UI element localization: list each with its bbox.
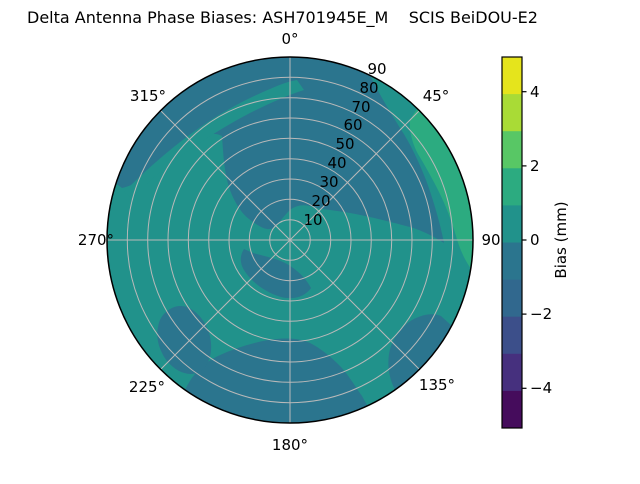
angular-tick-label: 0° [281,30,298,48]
radial-tick-label: 90 [367,60,386,78]
contour-region-north-cap [116,57,444,243]
angular-tick-label: 135° [419,376,455,394]
radial-tick-label: 10 [303,211,322,229]
colorbar-band [502,353,522,392]
angular-tick-label: 45° [423,87,450,105]
radial-tick-label: 50 [335,135,354,153]
colorbar-band [502,279,522,318]
angular-tick-label: 180° [272,436,308,454]
polar-grid [107,57,473,423]
radial-tick-label: 20 [311,192,330,210]
colorbar-tick-label: 0 [530,231,540,249]
colorbar-band [502,242,522,280]
colorbar-ticks [522,91,527,389]
contour-region-sw-blob [157,305,212,374]
contour-region-south-rim [185,338,368,423]
radial-tick-label: 60 [343,116,362,134]
contour-region-center-crescent [240,249,311,299]
radial-tick-label: 70 [351,98,370,116]
colorbar-tick-label: 2 [530,157,540,175]
angular-tick-label: 225° [129,378,165,396]
radial-tick-label: 30 [319,173,338,191]
colorbar-band [502,94,522,132]
angular-tick-label: 270° [78,231,114,249]
contour-region-se-blob [388,314,452,390]
colorbar: 4 2 0 −2 −4 Bias (mm) [501,56,570,429]
radial-tick-label: 80 [359,79,378,97]
colorbar-tick-label: −2 [530,305,552,323]
chart-title: Delta Antenna Phase Biases: ASH701945E_M… [27,8,538,28]
angular-tick-label: 90 [481,231,500,249]
colorbar-tick-labels: 4 2 0 −2 −4 [530,83,552,397]
colorbar-band [502,205,522,243]
colorbar-tick-label: 4 [530,83,540,101]
colorbar-band [502,168,522,206]
colorbar-band [502,390,522,429]
rim-circle [106,56,474,424]
contour-region-nw-green-stripe [124,80,304,199]
colorbar-bands [502,57,522,429]
colorbar-tick-label: −4 [530,379,552,397]
grid-spoke [160,110,291,241]
grid-spoke [289,110,420,241]
colorbar-axis-label: Bias (mm) [552,201,570,278]
grid-spoke [160,239,291,370]
angular-tick-labels: 0° 45° 90 135° 180° 225° 270° 315° [78,30,501,454]
colorbar-band [502,57,522,95]
grid-spoke [289,239,420,370]
colorbar-border [501,56,523,429]
radial-tick-labels: 10 20 30 40 50 60 70 80 90 [303,60,386,229]
contour-region-east-bright-arc [409,108,473,269]
colorbar-band [502,131,522,169]
colorbar-band [502,316,522,355]
radial-tick-label: 40 [327,154,346,172]
angular-tick-label: 315° [130,87,166,105]
